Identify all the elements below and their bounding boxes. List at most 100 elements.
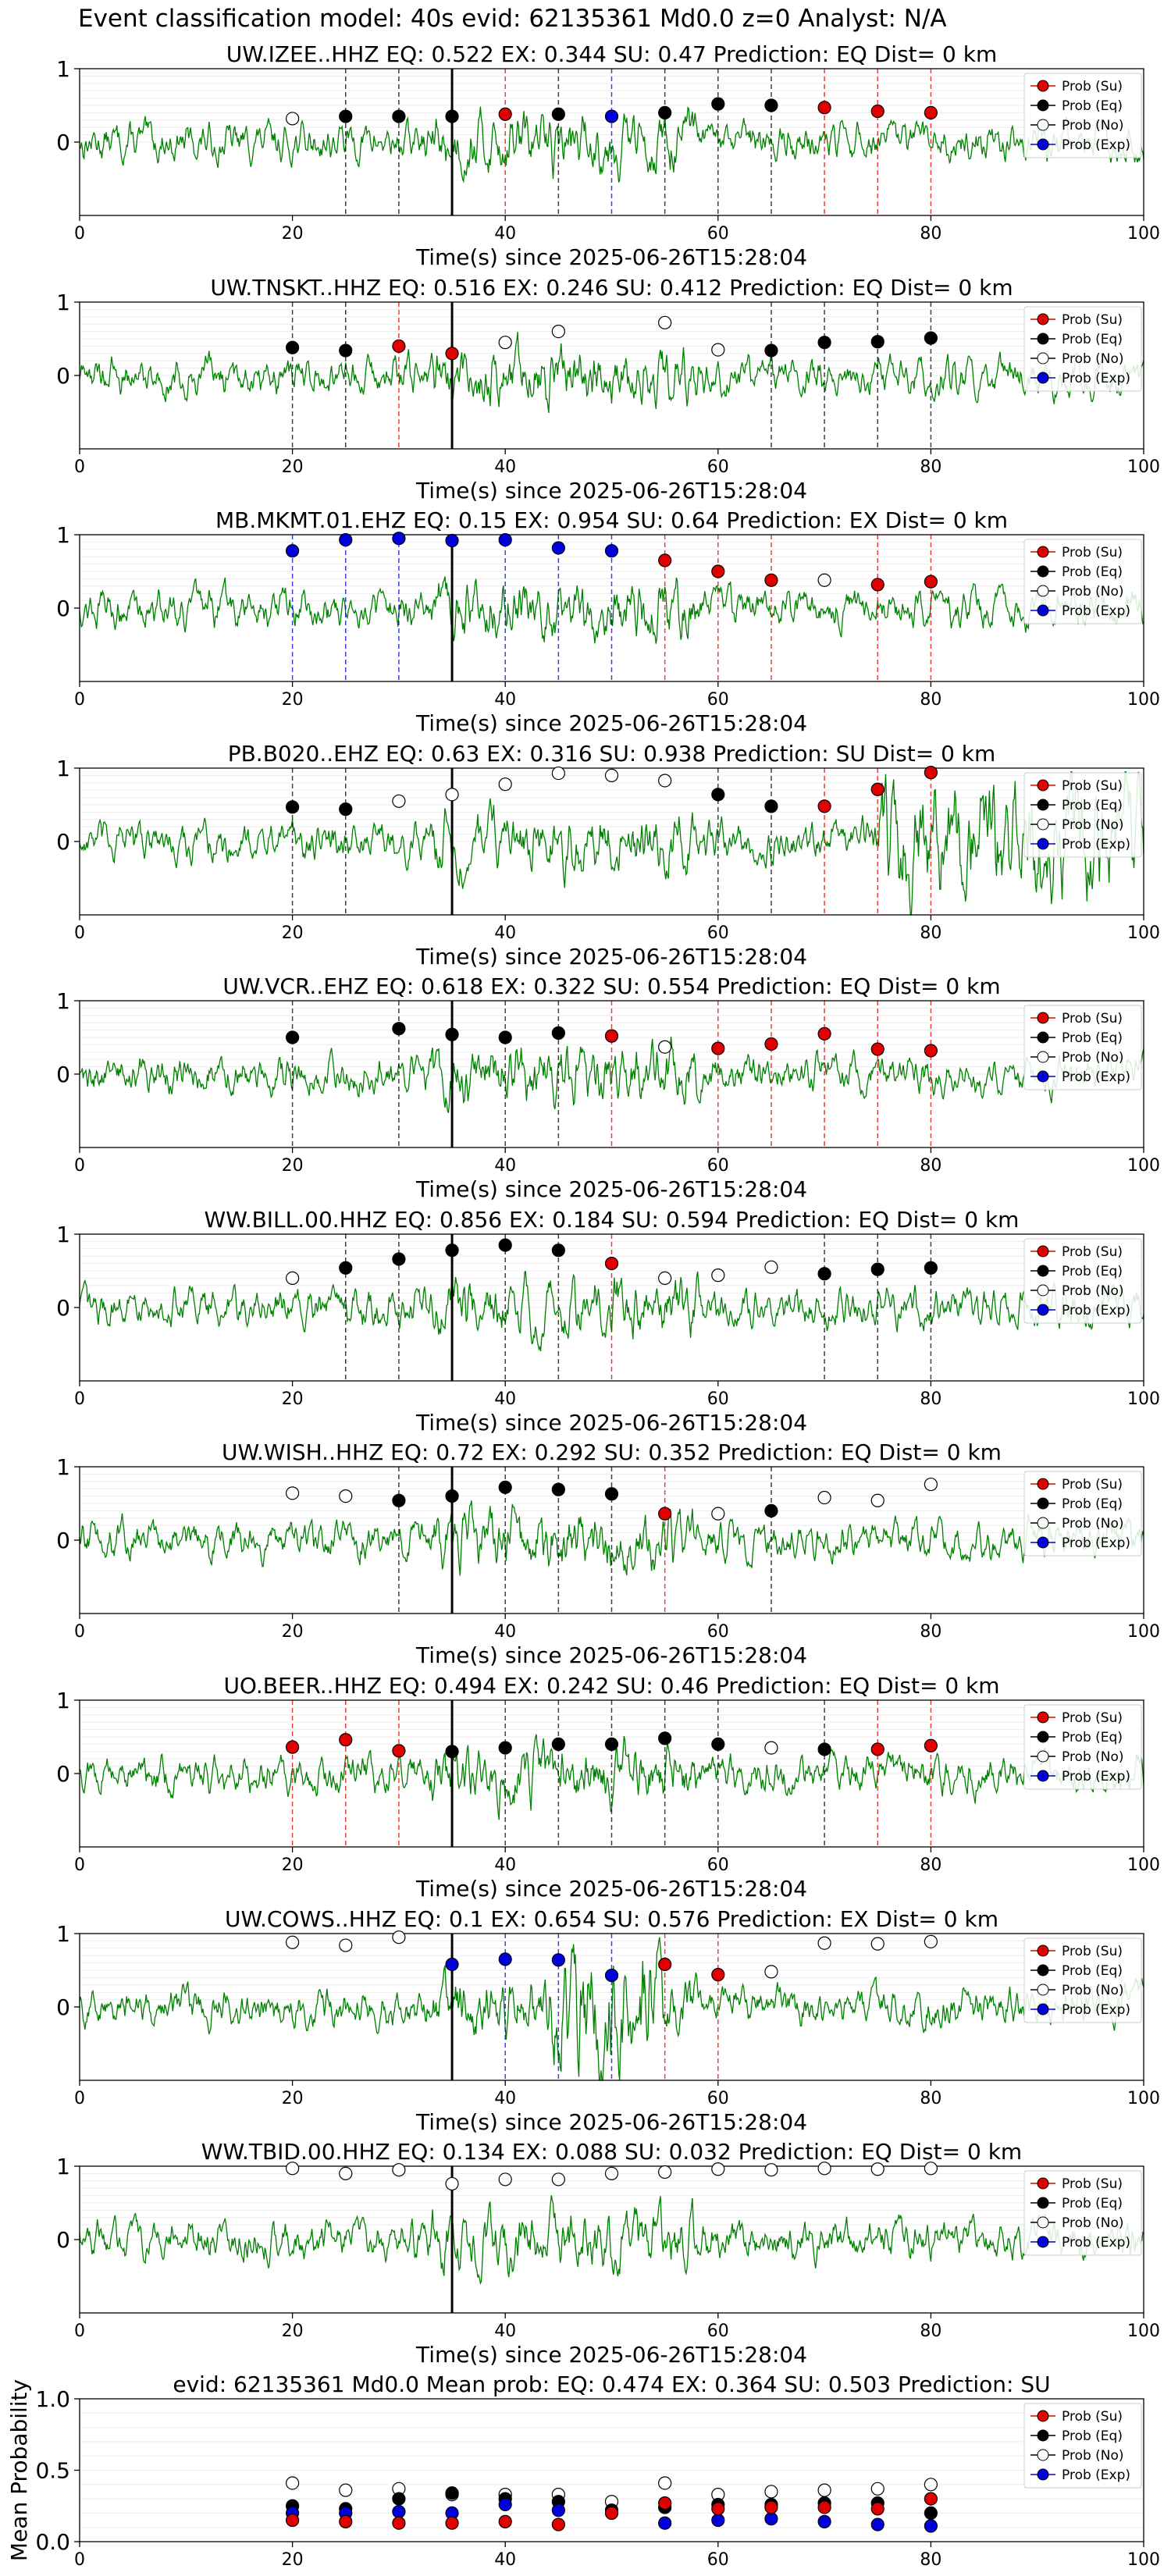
point-eq — [445, 1244, 459, 1258]
legend-label: Prob (Exp) — [1062, 837, 1130, 852]
x-tick-label: 0 — [74, 1622, 85, 1642]
x-tick-label: 100 — [1127, 2089, 1160, 2108]
legend-label: Prob (Eq) — [1062, 1264, 1123, 1279]
x-tick-label: 20 — [282, 2550, 304, 2570]
point-su — [764, 2500, 778, 2514]
point-su — [924, 1044, 938, 1058]
legend-swatch-marker — [1037, 2197, 1049, 2209]
x-tick-label: 100 — [1127, 1856, 1160, 1875]
point-eq — [286, 340, 300, 354]
point-exp — [498, 532, 512, 547]
point-exp — [445, 533, 459, 548]
point-no — [817, 1490, 831, 1505]
legend-swatch-marker — [1037, 1711, 1049, 1724]
point-su — [551, 2517, 565, 2532]
x-tick-label: 60 — [707, 457, 729, 477]
panel-title: UW.TNSKT..HHZ EQ: 0.516 EX: 0.246 SU: 0.… — [210, 275, 1013, 301]
point-eq — [764, 1503, 778, 1518]
legend-label: Prob (No) — [1062, 1983, 1124, 1998]
point-no — [817, 1936, 831, 1950]
point-su — [764, 573, 778, 587]
x-tick-label: 20 — [282, 1389, 304, 1409]
waveform-trace — [79, 771, 1144, 916]
point-su — [817, 799, 831, 813]
point-su — [711, 1041, 725, 1055]
point-no — [392, 1930, 406, 1944]
legend-swatch-marker — [1037, 1536, 1049, 1549]
y-tick-label: 1 — [56, 56, 70, 82]
panel-title: PB.B020..EHZ EQ: 0.63 EX: 0.316 SU: 0.93… — [228, 741, 996, 767]
point-su — [924, 575, 938, 589]
legend-label: Prob (Su) — [1062, 1944, 1123, 1959]
legend-label: Prob (Su) — [1062, 1477, 1123, 1493]
point-exp — [392, 2504, 406, 2519]
point-no — [551, 766, 565, 781]
legend-label: Prob (No) — [1062, 1516, 1124, 1532]
point-eq — [924, 331, 938, 345]
y-tick-label: 0 — [56, 130, 70, 155]
point-eq — [764, 343, 778, 358]
panel-title: UW.COWS..HHZ EQ: 0.1 EX: 0.654 SU: 0.576… — [225, 1906, 998, 1932]
point-su — [339, 2514, 353, 2528]
x-tick-label: 20 — [282, 1156, 304, 1176]
point-exp — [286, 544, 300, 558]
point-eq — [711, 788, 725, 802]
point-su — [711, 2502, 725, 2516]
point-eq — [764, 799, 778, 813]
point-exp — [498, 1952, 512, 1966]
x-tick-label: 100 — [1127, 923, 1160, 943]
x-tick-label: 40 — [494, 224, 516, 244]
point-eq — [445, 2486, 459, 2500]
x-tick-label: 20 — [282, 457, 304, 477]
legend-label: Prob (Exp) — [1062, 371, 1130, 386]
panel-title: UW.VCR..EHZ EQ: 0.618 EX: 0.322 SU: 0.55… — [222, 973, 1000, 999]
panel-title: WW.BILL.00.HHZ EQ: 0.856 EX: 0.184 SU: 0… — [205, 1207, 1020, 1233]
legend-swatch-marker — [1037, 565, 1049, 578]
point-no — [445, 2176, 459, 2191]
x-tick-label: 0 — [74, 2322, 85, 2341]
x-tick-label: 20 — [282, 923, 304, 943]
point-exp — [658, 2516, 672, 2530]
point-eq — [498, 1741, 512, 1755]
x-tick-label: 80 — [920, 457, 941, 477]
legend-label: Prob (No) — [1062, 584, 1124, 600]
point-eq — [604, 1487, 619, 1501]
legend-label: Prob (Exp) — [1062, 1069, 1130, 1085]
legend-swatch-marker — [1037, 779, 1049, 792]
point-eq — [764, 98, 778, 112]
point-eq — [551, 1026, 565, 1040]
panel-title: WW.TBID.00.HHZ EQ: 0.134 EX: 0.088 SU: 0… — [201, 2139, 1022, 2165]
legend-label: Prob (Eq) — [1062, 798, 1123, 813]
x-tick-label: 60 — [707, 923, 729, 943]
legend-label: Prob (Eq) — [1062, 98, 1123, 114]
point-eq — [924, 2506, 938, 2520]
figure-title: Event classification model: 40s evid: 62… — [78, 5, 947, 33]
legend-label: Prob (Eq) — [1062, 332, 1123, 347]
x-tick-label: 60 — [707, 2089, 729, 2108]
point-su — [392, 1744, 406, 1758]
x-tick-label: 80 — [920, 1156, 941, 1176]
y-tick-label: 1 — [56, 1921, 70, 1947]
point-no — [764, 2163, 778, 2177]
x-axis-label: Time(s) since 2025-06-26T15:28:04 — [415, 1176, 807, 1202]
point-no — [764, 1965, 778, 1979]
point-no — [286, 2476, 300, 2490]
point-no — [658, 2476, 672, 2490]
point-exp — [551, 1953, 565, 1967]
point-su — [392, 2516, 406, 2530]
point-no — [924, 1934, 938, 1948]
point-no — [924, 1477, 938, 1492]
legend-box — [1023, 539, 1142, 624]
point-no — [924, 2478, 938, 2492]
point-no — [498, 336, 512, 350]
point-exp — [711, 2513, 725, 2528]
legend-box — [1023, 772, 1142, 858]
legend-box — [1023, 1005, 1142, 1091]
point-no — [339, 2166, 353, 2180]
legend-label: Prob (No) — [1062, 1050, 1124, 1066]
x-tick-label: 40 — [494, 1622, 516, 1642]
x-tick-label: 60 — [707, 2550, 729, 2570]
point-su — [658, 553, 672, 568]
